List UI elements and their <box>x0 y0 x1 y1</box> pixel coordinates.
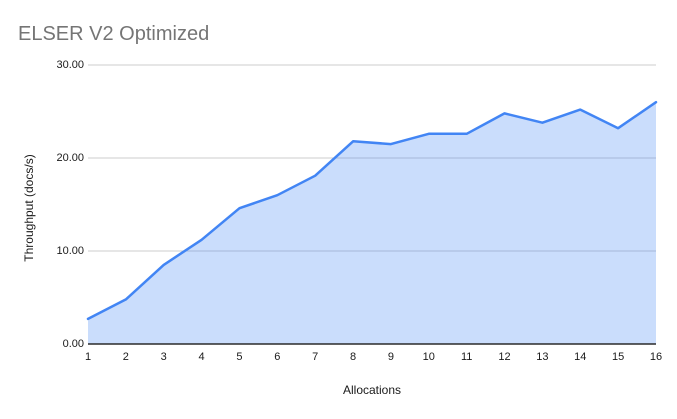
y-tick-label: 10.00 <box>56 245 84 257</box>
x-tick-label: 6 <box>274 351 281 363</box>
chart-title: ELSER V2 Optimized <box>18 23 210 45</box>
x-tick-label: 8 <box>350 351 357 363</box>
x-axis-title: Allocations <box>342 383 402 397</box>
x-tick-label: 7 <box>312 351 319 363</box>
y-tick-label: 20.00 <box>56 152 84 164</box>
x-tick-label: 4 <box>198 351 205 363</box>
area-fill <box>88 102 656 344</box>
x-tick-label: 15 <box>612 351 625 363</box>
x-tick-label: 16 <box>649 351 663 363</box>
x-tick-label: 1 <box>84 351 92 363</box>
data-line <box>86 100 658 321</box>
y-tick-label: 0.00 <box>62 338 84 350</box>
x-tick-label: 2 <box>122 351 129 363</box>
y-tick-label: 30.00 <box>56 59 84 71</box>
x-tick-label: 14 <box>574 351 587 363</box>
x-tick-label: 10 <box>422 351 435 363</box>
x-tick-label: 9 <box>387 351 394 363</box>
x-tick-label: 3 <box>160 351 167 363</box>
x-tick-label: 12 <box>498 351 511 363</box>
x-tick-label: 11 <box>460 351 473 363</box>
x-tick-label: 5 <box>236 351 243 363</box>
x-tick-label: 13 <box>536 351 549 363</box>
